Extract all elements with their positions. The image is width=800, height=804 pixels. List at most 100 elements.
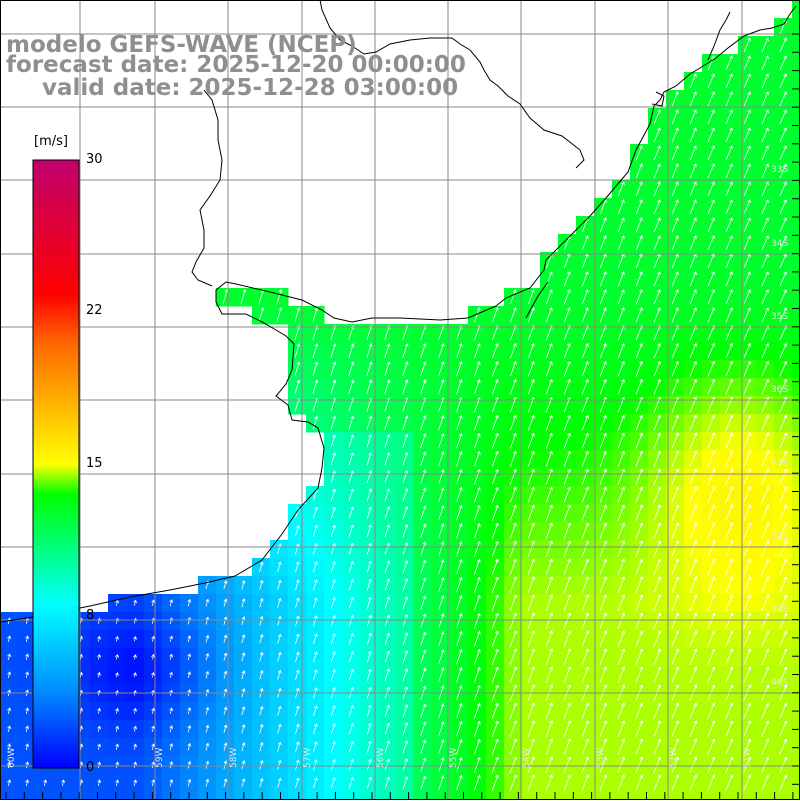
wind-arrow xyxy=(617,738,626,756)
wind-arrow xyxy=(743,55,751,71)
wind-arrow xyxy=(617,289,625,305)
wind-arrow xyxy=(581,450,589,467)
wind-arrow xyxy=(25,779,30,787)
wind-speed-cell xyxy=(792,630,800,649)
wind-arrow xyxy=(527,343,535,359)
wind-arrow xyxy=(725,612,734,630)
wind-arrow xyxy=(456,666,463,683)
wind-arrow xyxy=(330,361,337,377)
wind-arrow xyxy=(473,666,481,683)
wind-arrow xyxy=(743,217,751,233)
wind-arrow xyxy=(7,671,12,678)
wind-arrow xyxy=(313,597,318,609)
wind-arrow xyxy=(563,289,571,305)
wind-arrow xyxy=(348,415,355,430)
wind-arrow xyxy=(707,576,716,594)
wind-arrow xyxy=(689,612,698,630)
wind-arrow xyxy=(259,615,264,626)
wind-arrow xyxy=(115,599,119,606)
wind-arrow xyxy=(599,414,607,431)
wind-arrow xyxy=(743,73,751,89)
wind-arrow xyxy=(779,540,788,558)
wind-arrow xyxy=(725,576,734,594)
wind-arrow xyxy=(473,702,481,719)
wind-arrow xyxy=(420,451,427,467)
wind-arrow xyxy=(563,307,571,323)
wind-arrow xyxy=(581,486,589,503)
wind-arrow xyxy=(330,488,336,501)
wind-arrow xyxy=(581,756,589,774)
wind-arrow xyxy=(330,578,336,591)
wind-arrow xyxy=(348,343,355,359)
wind-arrow xyxy=(295,561,300,573)
wind-arrow xyxy=(151,725,156,732)
wind-arrow xyxy=(725,468,734,486)
wind-arrow xyxy=(725,307,733,323)
wind-arrow xyxy=(384,722,391,736)
wind-speed-cell xyxy=(792,144,800,163)
wind-speed-cell xyxy=(54,792,73,804)
wind-arrow xyxy=(671,235,679,251)
wind-speed-cell xyxy=(792,180,800,199)
wind-arrow xyxy=(456,433,463,449)
wind-arrow xyxy=(545,468,553,485)
wind-arrow xyxy=(509,774,517,792)
wind-arrow xyxy=(509,450,517,467)
wind-arrow xyxy=(151,599,156,607)
wind-arrow xyxy=(779,109,787,125)
wind-arrow xyxy=(653,594,662,612)
wind-arrow xyxy=(671,612,680,630)
wind-arrow xyxy=(707,181,715,197)
colorbar xyxy=(32,159,80,769)
wind-arrow xyxy=(402,650,409,664)
wind-arrow xyxy=(169,760,174,769)
wind-arrow xyxy=(402,541,409,556)
wind-arrow xyxy=(743,450,752,468)
wind-arrow xyxy=(725,145,733,161)
wind-arrow xyxy=(689,235,697,251)
wind-arrow xyxy=(761,558,770,576)
wind-arrow xyxy=(366,361,373,377)
wind-arrow xyxy=(671,648,680,666)
wind-speed-cell xyxy=(792,342,800,361)
wind-arrow xyxy=(420,649,427,665)
wind-arrow xyxy=(689,217,697,233)
wind-arrow xyxy=(689,522,698,540)
wind-speed-cell xyxy=(792,378,800,397)
wind-arrow xyxy=(689,702,698,720)
wind-arrow xyxy=(761,486,770,504)
wind-arrow xyxy=(671,271,679,287)
wind-speed-cell xyxy=(738,792,757,804)
wind-arrow xyxy=(545,756,553,774)
wind-arrow xyxy=(97,707,101,714)
wind-arrow xyxy=(545,702,553,720)
wind-arrow xyxy=(402,578,409,592)
wind-arrow xyxy=(402,505,409,520)
wind-arrow xyxy=(743,342,752,359)
wind-arrow xyxy=(743,576,752,594)
wind-arrow xyxy=(545,666,553,684)
wind-arrow xyxy=(384,361,391,377)
wind-arrow xyxy=(743,37,751,53)
wind-arrow xyxy=(474,576,481,593)
wind-arrow xyxy=(599,594,608,612)
wind-arrow xyxy=(420,559,427,575)
wind-arrow xyxy=(707,217,715,233)
wind-arrow xyxy=(456,594,463,611)
wind-arrow xyxy=(671,720,680,738)
wind-arrow xyxy=(725,271,733,287)
latitude-label: 36S xyxy=(771,385,788,395)
wind-arrow xyxy=(312,524,318,537)
wind-arrow xyxy=(581,594,590,612)
wind-arrow xyxy=(563,630,571,648)
wind-arrow xyxy=(689,630,698,648)
wind-speed-cell xyxy=(486,792,505,804)
wind-arrow xyxy=(779,127,787,143)
wind-arrow xyxy=(599,361,607,377)
wind-arrow xyxy=(545,414,553,431)
colorbar-gradient xyxy=(32,159,80,769)
wind-arrow xyxy=(725,91,733,107)
wind-arrow xyxy=(420,541,427,557)
wind-arrow xyxy=(545,450,553,467)
wind-arrow xyxy=(277,633,282,644)
